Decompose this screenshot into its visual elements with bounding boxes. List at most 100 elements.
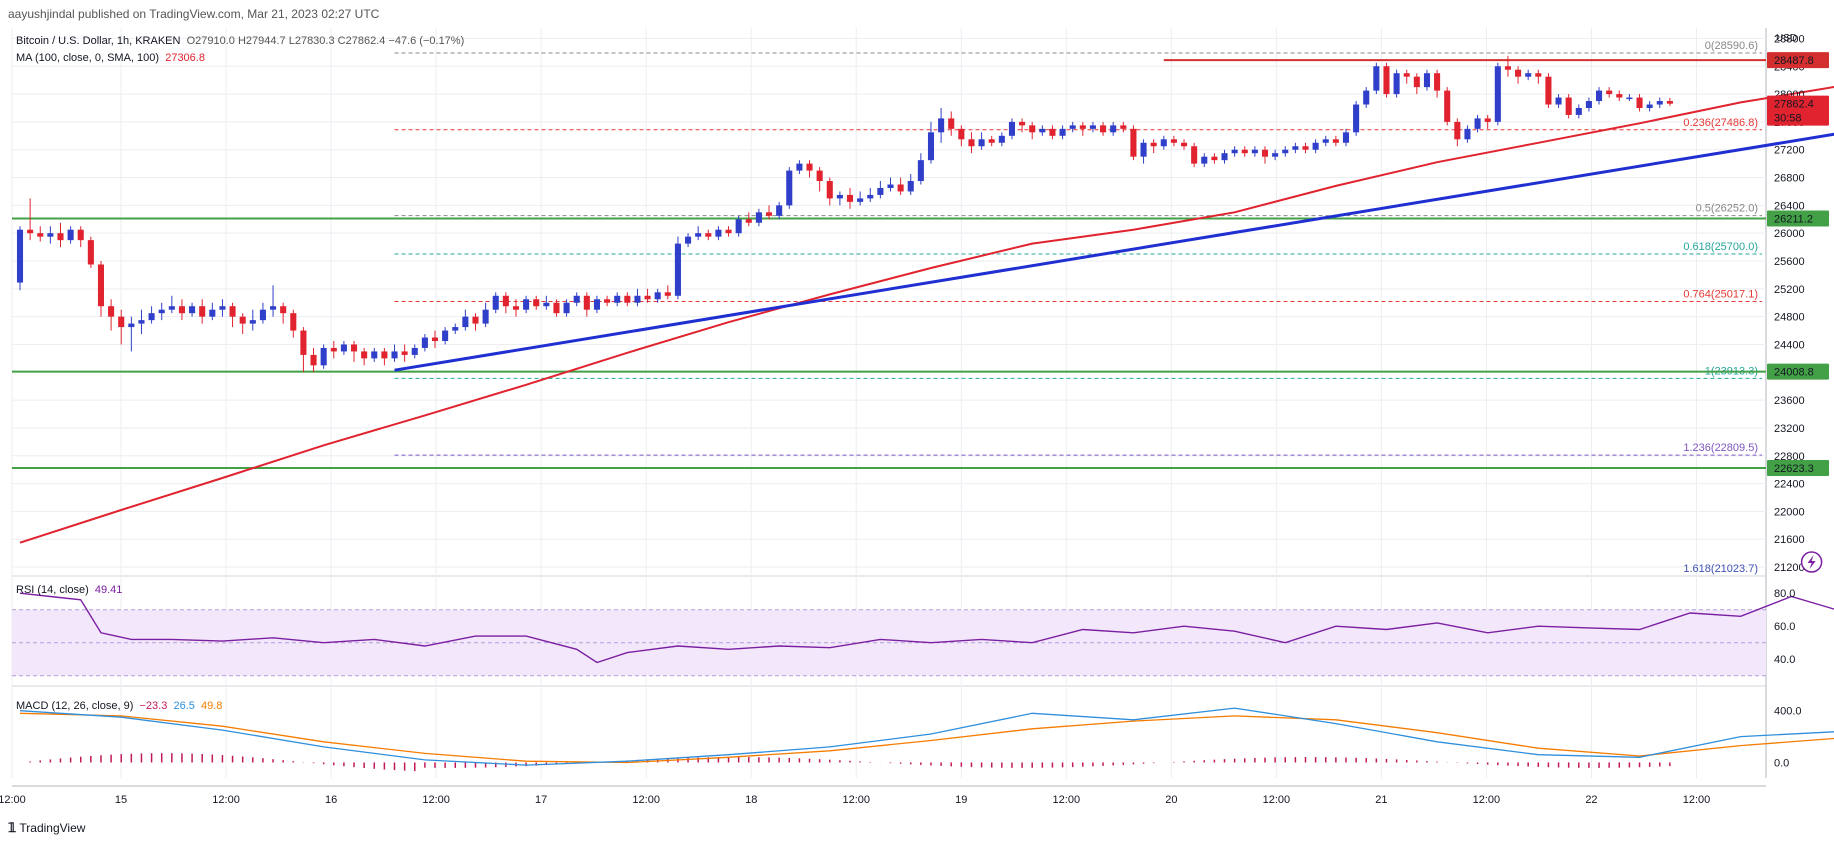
candle xyxy=(118,309,125,345)
candle xyxy=(1535,69,1542,84)
candle xyxy=(998,132,1005,147)
candle-body xyxy=(1504,66,1511,70)
candle-body xyxy=(1150,142,1157,147)
candle xyxy=(968,132,975,154)
candle xyxy=(381,347,388,366)
trend-line xyxy=(394,132,1834,372)
candle xyxy=(907,174,914,195)
candle xyxy=(796,160,803,175)
candle-body xyxy=(1272,153,1279,157)
tradingview-logo[interactable]: 𝟙 TradingView xyxy=(8,820,85,836)
candle-body xyxy=(178,306,185,314)
candle-body xyxy=(249,320,256,324)
candle xyxy=(1282,146,1289,157)
candle xyxy=(624,292,631,307)
fib-label: 0(28590.6) xyxy=(1705,40,1758,52)
candle-body xyxy=(776,205,783,216)
candle xyxy=(1008,118,1015,140)
publisher-line: aayushjindal published on TradingView.co… xyxy=(8,7,380,21)
candle xyxy=(1120,121,1127,133)
candle xyxy=(310,347,317,373)
candle xyxy=(1454,118,1461,147)
candle-body xyxy=(755,212,762,223)
price-label-tag: 22623.3 xyxy=(1767,460,1829,477)
time-tick-label: 12:00 xyxy=(212,794,240,806)
candle xyxy=(371,347,378,362)
candle-body xyxy=(259,309,266,321)
candle xyxy=(1049,125,1056,140)
candle xyxy=(593,295,600,314)
macd-signal-line xyxy=(19,712,1834,764)
candle xyxy=(1383,62,1390,98)
candle xyxy=(37,226,44,242)
candle-body xyxy=(77,229,84,241)
fib-label: 1.618(21023.7) xyxy=(1683,563,1758,575)
candle-body xyxy=(1555,97,1562,105)
candle xyxy=(27,198,34,241)
candle xyxy=(917,153,924,185)
candle xyxy=(1029,121,1036,140)
candle xyxy=(1342,128,1350,147)
candle xyxy=(553,299,560,317)
candle xyxy=(1069,121,1076,133)
candle-body xyxy=(1191,146,1198,164)
candle-body xyxy=(158,309,165,314)
candle-body xyxy=(492,295,499,310)
price-label-text: 22623.3 xyxy=(1774,463,1814,475)
candle-body xyxy=(1575,107,1582,115)
candle-body xyxy=(988,139,995,143)
candle xyxy=(472,313,479,331)
price-label-tag: 26211.2 xyxy=(1767,210,1829,227)
candle xyxy=(583,292,590,317)
candle-body xyxy=(310,354,317,366)
candle-body xyxy=(725,229,732,234)
candle-body xyxy=(1201,156,1208,164)
macd-label: MACD (12, 26, close, 9) xyxy=(16,700,134,712)
candle-body xyxy=(674,243,681,296)
candle xyxy=(1130,125,1137,161)
candle-body xyxy=(695,233,702,237)
candle xyxy=(57,222,64,248)
candle-body xyxy=(796,163,803,171)
ma-value: 27306.8 xyxy=(165,52,205,64)
candle xyxy=(47,226,54,244)
candle-body xyxy=(1383,66,1390,95)
candle-body xyxy=(573,295,580,303)
candle xyxy=(1261,146,1269,164)
candle xyxy=(715,226,722,241)
candle xyxy=(361,347,368,366)
price-label-tag: 27862.4 30:58 xyxy=(1767,95,1829,126)
candle-body xyxy=(209,309,216,317)
candle xyxy=(421,334,428,352)
fib-levels: 0(28590.6) 0.236(27486.8) 0.5(26252.0) 0.61… xyxy=(394,40,1762,575)
price-tick-label: 28800 xyxy=(1774,33,1805,45)
candle xyxy=(745,212,752,227)
candle xyxy=(1606,87,1613,98)
candle-body xyxy=(1444,90,1451,122)
candle-body xyxy=(1393,73,1400,95)
candle xyxy=(816,167,823,192)
candle-body xyxy=(583,295,590,310)
candle xyxy=(148,306,155,324)
candle-body xyxy=(614,295,621,303)
support-resistance-lines xyxy=(12,59,1766,470)
candle-body xyxy=(57,233,64,241)
candle-body xyxy=(1170,139,1177,143)
candle-body xyxy=(1140,142,1147,157)
candle xyxy=(442,327,449,345)
candle xyxy=(978,132,985,150)
candle xyxy=(1656,97,1663,108)
candle xyxy=(826,177,833,206)
candle-body xyxy=(1251,149,1258,154)
candle-body xyxy=(968,139,975,147)
price-label-bg xyxy=(1767,460,1829,477)
candle xyxy=(1251,146,1258,157)
rsi-tick-label: 60.0 xyxy=(1774,621,1795,633)
candle-body xyxy=(523,299,530,310)
candle-body xyxy=(654,292,661,300)
time-tick-label: 20 xyxy=(1165,794,1177,806)
candle-body xyxy=(1211,156,1218,161)
candle-body xyxy=(189,306,196,314)
brand-text: TradingView xyxy=(19,821,86,835)
candle xyxy=(1515,66,1522,84)
